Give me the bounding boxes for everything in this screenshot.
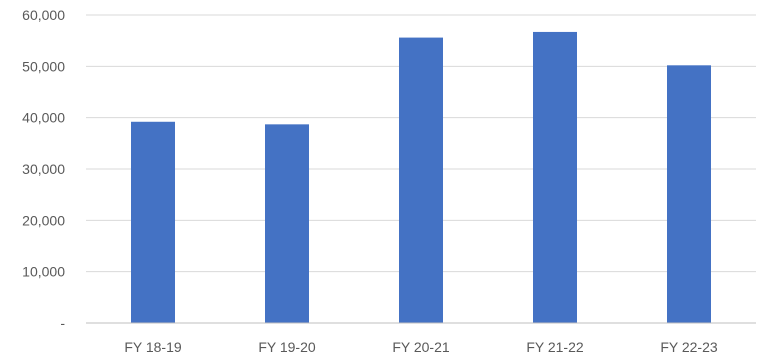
bars xyxy=(131,31,711,323)
bar xyxy=(265,124,309,323)
x-axis-ticks: FY 18-19 FY 19-20 FY 20-21 FY 21-22 FY 22-23 xyxy=(124,339,718,355)
y-tick-label: 50,000 xyxy=(22,58,65,74)
x-tick-label: FY 22-23 xyxy=(660,339,718,355)
bar xyxy=(131,121,175,323)
x-tick-label: FY 21-22 xyxy=(526,339,584,355)
y-tick-label: 60,000 xyxy=(22,7,65,23)
y-tick-label: - xyxy=(60,315,65,331)
y-tick-label: 20,000 xyxy=(22,212,65,228)
x-tick-label: FY 18-19 xyxy=(124,339,182,355)
x-tick-label: FY 20-21 xyxy=(392,339,450,355)
x-tick-label: FY 19-20 xyxy=(258,339,316,355)
y-tick-label: 10,000 xyxy=(22,264,65,280)
y-tick-label: 30,000 xyxy=(22,161,65,177)
bar xyxy=(533,31,577,323)
y-tick-label: 40,000 xyxy=(22,110,65,126)
bar xyxy=(399,37,443,323)
y-axis-ticks: - 10,000 20,000 30,000 40,000 50,000 60,000 xyxy=(22,7,65,331)
bar xyxy=(667,65,711,323)
